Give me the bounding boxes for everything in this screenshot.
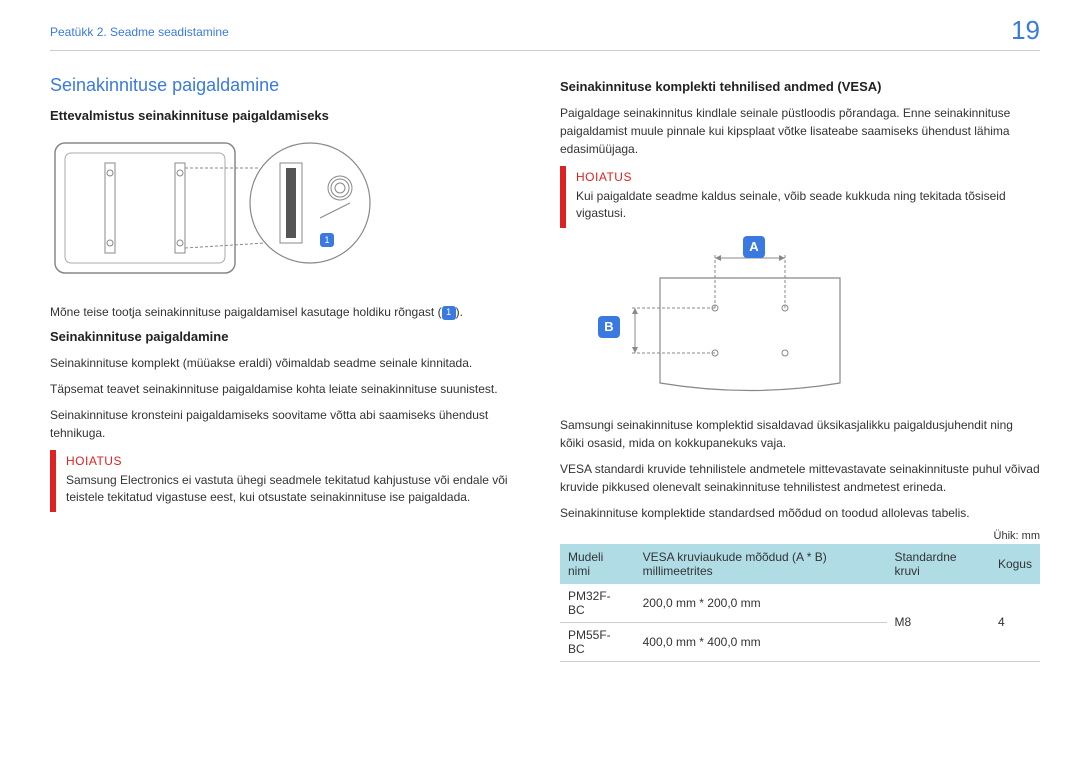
ref-badge-inline-icon: 1 bbox=[442, 306, 456, 320]
unit-label: Ühik: mm bbox=[560, 530, 1040, 542]
cell-dim-1: 400,0 mm * 400,0 mm bbox=[635, 622, 887, 661]
mount-preparation-illustration: 1 bbox=[50, 133, 510, 293]
right-column: Seinakinnituse komplekti tehnilised andm… bbox=[560, 75, 1040, 662]
para-holder-ring-b: ). bbox=[456, 305, 463, 319]
warning-label-right: HOIATUS bbox=[576, 170, 1030, 184]
badge-a-icon: A bbox=[743, 236, 765, 258]
table-header-row: Mudeli nimi VESA kruviaukude mõõdud (A *… bbox=[560, 544, 1040, 584]
th-model: Mudeli nimi bbox=[560, 544, 635, 584]
para-table-intro: Seinakinnituse komplektide standardsed m… bbox=[560, 504, 1040, 522]
cell-screw: M8 bbox=[887, 584, 990, 662]
table-row: PM32F-BC 200,0 mm * 200,0 mm M8 4 bbox=[560, 584, 1040, 623]
cell-model-1: PM55F-BC bbox=[560, 622, 635, 661]
warning-box-left: HOIATUS Samsung Electronics ei vastuta ü… bbox=[50, 450, 530, 512]
cell-dim-0: 200,0 mm * 200,0 mm bbox=[635, 584, 887, 623]
warning-text-left: Samsung Electronics ei vastuta ühegi sea… bbox=[66, 472, 520, 506]
para-kit-contents: Samsungi seinakinnituse komplektid sisal… bbox=[560, 416, 1040, 452]
para-holder-ring-a: Mõne teise tootja seinakinnituse paigald… bbox=[50, 305, 442, 319]
th-dimensions: VESA kruviaukude mõõdud (A * B) millimee… bbox=[635, 544, 887, 584]
para-kit-sold: Seinakinnituse komplekt (müüakse eraldi)… bbox=[50, 354, 530, 372]
vesa-illustration: A B bbox=[600, 238, 900, 408]
para-screw-lengths: VESA standardi kruvide tehnilistele andm… bbox=[560, 460, 1040, 496]
subsection-1-title: Ettevalmistus seinakinnituse paigaldamis… bbox=[50, 108, 530, 123]
th-screw: Standardne kruvi bbox=[887, 544, 990, 584]
chapter-heading: Peatükk 2. Seadme seadistamine bbox=[50, 25, 229, 39]
header-divider bbox=[50, 50, 1040, 51]
content-area: Seinakinnituse paigaldamine Ettevalmistu… bbox=[50, 75, 1040, 662]
para-technician: Seinakinnituse kronsteini paigaldamiseks… bbox=[50, 406, 530, 442]
para-holder-ring: Mõne teise tootja seinakinnituse paigald… bbox=[50, 303, 530, 321]
vesa-title: Seinakinnituse komplekti tehnilised andm… bbox=[560, 79, 1040, 94]
vesa-intro: Paigaldage seinakinnitus kindlale seinal… bbox=[560, 104, 1040, 158]
para-instructions: Täpsemat teavet seinakinnituse paigaldam… bbox=[50, 380, 530, 398]
section-title: Seinakinnituse paigaldamine bbox=[50, 75, 530, 96]
badge-b-icon: B bbox=[598, 316, 620, 338]
ref-badge-1-icon: 1 bbox=[320, 233, 334, 247]
cell-qty: 4 bbox=[990, 584, 1040, 662]
page-number: 19 bbox=[1011, 15, 1040, 46]
vesa-spec-table: Mudeli nimi VESA kruviaukude mõõdud (A *… bbox=[560, 544, 1040, 662]
left-column: Seinakinnituse paigaldamine Ettevalmistu… bbox=[50, 75, 530, 662]
th-qty: Kogus bbox=[990, 544, 1040, 584]
subsection-2-title: Seinakinnituse paigaldamine bbox=[50, 329, 530, 344]
warning-text-right: Kui paigaldate seadme kaldus seinale, võ… bbox=[576, 188, 1030, 222]
cell-model-0: PM32F-BC bbox=[560, 584, 635, 623]
warning-label-left: HOIATUS bbox=[66, 454, 520, 468]
warning-box-right: HOIATUS Kui paigaldate seadme kaldus sei… bbox=[560, 166, 1040, 228]
